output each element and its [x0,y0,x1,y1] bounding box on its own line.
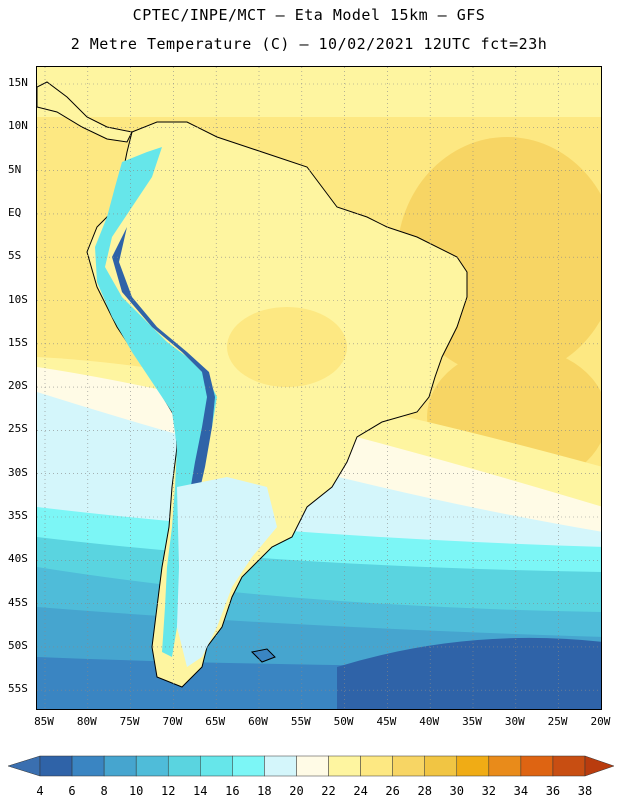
colorbar-label: 28 [417,784,432,798]
colorbar-label: 16 [225,784,240,798]
lon-label: 55W [290,715,311,728]
caribbean-field [37,67,601,117]
temperature-map [37,67,601,709]
colorbar-segment [39,755,73,777]
colorbar-segment [135,755,169,777]
lat-label: 50S [8,638,28,652]
colorbar-label: 36 [545,784,561,798]
lon-label: 25W [547,715,568,728]
lon-label: 60W [248,715,268,728]
lon-label: 85W [34,715,54,728]
colorbar-arrow-low [7,755,41,777]
falklands-island [250,648,276,663]
colorbar-label: 8 [100,784,108,798]
colorbar-label: 32 [481,784,497,798]
map-panel [36,66,602,710]
colorbar-label: 4 [36,784,44,798]
lon-label: 45W [376,715,397,728]
lat-label: 55S [8,682,28,696]
lat-label: 10S [8,292,28,306]
colorbar-segment [232,755,265,777]
lon-label: 75W [119,715,140,728]
colorbar-segment [552,755,586,777]
lon-label: 20W [590,715,611,728]
lat-label: EQ [8,205,22,219]
colorbar-segment [392,755,425,777]
lat-label: 25S [8,422,28,436]
lat-label: 5S [8,249,22,263]
colorbar-label: 22 [321,784,336,798]
colorbar-segment [520,755,554,777]
lat-label: 45S [8,595,28,609]
colorbar-segment [488,755,522,777]
lon-label: 40W [419,715,440,728]
colorbar-label: 6 [68,784,76,798]
colorbar-segment [200,755,233,777]
lon-label: 80W [76,715,97,728]
lat-label: 5N [8,162,22,176]
lon-label: 70W [162,715,183,728]
lat-label: 15N [8,76,28,89]
colorbar-segment [328,755,361,777]
colorbar-label: 14 [193,784,208,798]
lon-label: 65W [205,715,226,728]
map-subtitle: 2 Metre Temperature (C) – 10/02/2021 12U… [70,35,548,53]
lat-label: 10N [8,119,28,133]
colorbar-segment [456,755,490,777]
colorbar-label: 20 [289,784,304,798]
colorbar-label: 38 [577,784,593,798]
colorbar [7,755,615,777]
colorbar-label: 34 [513,784,529,798]
lat-label: 20S [8,379,28,393]
brazil-warm-patch [227,307,347,387]
colorbar-segment [167,755,201,777]
lon-label: 50W [333,715,354,728]
lon-label: 35W [462,715,482,728]
lat-label: 15S [8,335,28,349]
graticule [37,67,601,709]
colorbar-label: 26 [385,784,400,798]
band-6-8 [337,637,601,709]
colorbar-segment [103,755,137,777]
map-title: CPTEC/INPE/MCT – Eta Model 15km – GFS [132,6,486,24]
colorbar-segment [360,755,393,777]
lat-label: 40S [8,552,28,566]
colorbar-label: 10 [128,784,144,798]
lon-label: 30W [504,715,525,728]
colorbar-label: 30 [449,784,464,798]
lat-label: 35S [8,509,28,522]
colorbar-label: 12 [161,784,176,798]
colorbar-segment [296,755,329,777]
colorbar-segment [424,755,458,777]
central-america-land [37,81,133,143]
colorbar-segment [264,755,297,777]
lat-label: 30S [8,465,28,479]
patagonia-cool-field [177,477,277,667]
andes-coldest-zone [112,227,215,537]
colorbar-arrow-high [584,755,615,777]
colorbar-label: 18 [257,784,272,798]
colorbar-segment [71,755,105,777]
colorbar-label: 24 [353,784,368,798]
